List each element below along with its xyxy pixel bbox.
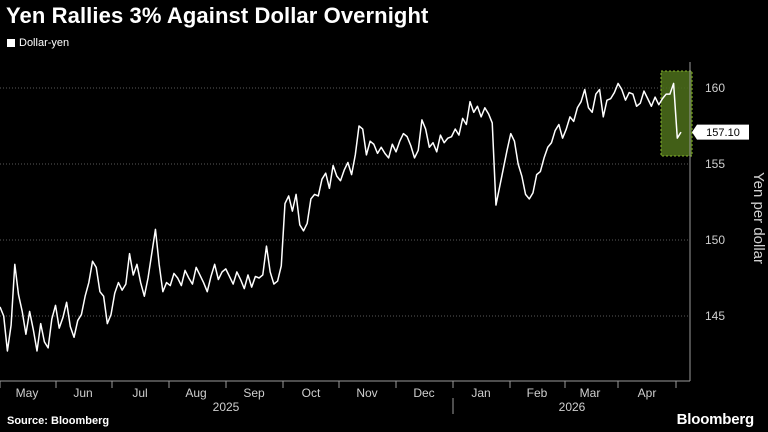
- chart-title: Yen Rallies 3% Against Dollar Overnight: [6, 3, 429, 28]
- y-tick-label-155: 155: [705, 157, 725, 171]
- x-tick-label-apr: Apr: [638, 386, 657, 400]
- legend-label-dollar-yen: Dollar-yen: [19, 37, 70, 49]
- year-label-2026: 2026: [559, 400, 586, 414]
- x-tick-label-may: May: [16, 386, 39, 400]
- x-tick-label-aug: Aug: [185, 386, 206, 400]
- y-tick-label-150: 150: [705, 233, 725, 247]
- x-tick-label-jul: Jul: [132, 386, 147, 400]
- y-axis-label: Yen per dollar: [750, 172, 767, 264]
- x-tick-label-mar: Mar: [580, 386, 601, 400]
- x-tick-label-oct: Oct: [302, 386, 321, 400]
- x-tick-label-feb: Feb: [527, 386, 548, 400]
- x-tick-label-jun: Jun: [73, 386, 92, 400]
- last-value-callout: [692, 124, 749, 140]
- highlight-layer: [660, 70, 693, 157]
- series-layer: [0, 82, 682, 352]
- axis-layer: 145 150 155 160 May Jun Jul Aug Sep Oct Nov Dec Jan F…: [0, 62, 725, 414]
- y-tick-label-160: 160: [705, 81, 725, 95]
- grid-lines: [0, 87, 690, 317]
- y-tick-label-145: 145: [705, 309, 725, 323]
- series-line-dollar-yen: [0, 82, 682, 352]
- source-note: Source: Bloomberg: [7, 415, 110, 427]
- callout-layer: 157.10: [692, 124, 749, 140]
- bloomberg-logo: Bloomberg: [676, 411, 755, 428]
- legend: Dollar-yen: [7, 37, 69, 49]
- highlight-box: [660, 70, 693, 157]
- x-tick-label-sep: Sep: [243, 386, 265, 400]
- last-value-label: 157.10: [706, 127, 740, 139]
- x-tick-label-jan: Jan: [471, 386, 490, 400]
- x-tick-label-dec: Dec: [413, 386, 434, 400]
- year-label-2025: 2025: [213, 400, 240, 414]
- x-tick-label-nov: Nov: [356, 386, 377, 400]
- legend-swatch: [7, 39, 15, 47]
